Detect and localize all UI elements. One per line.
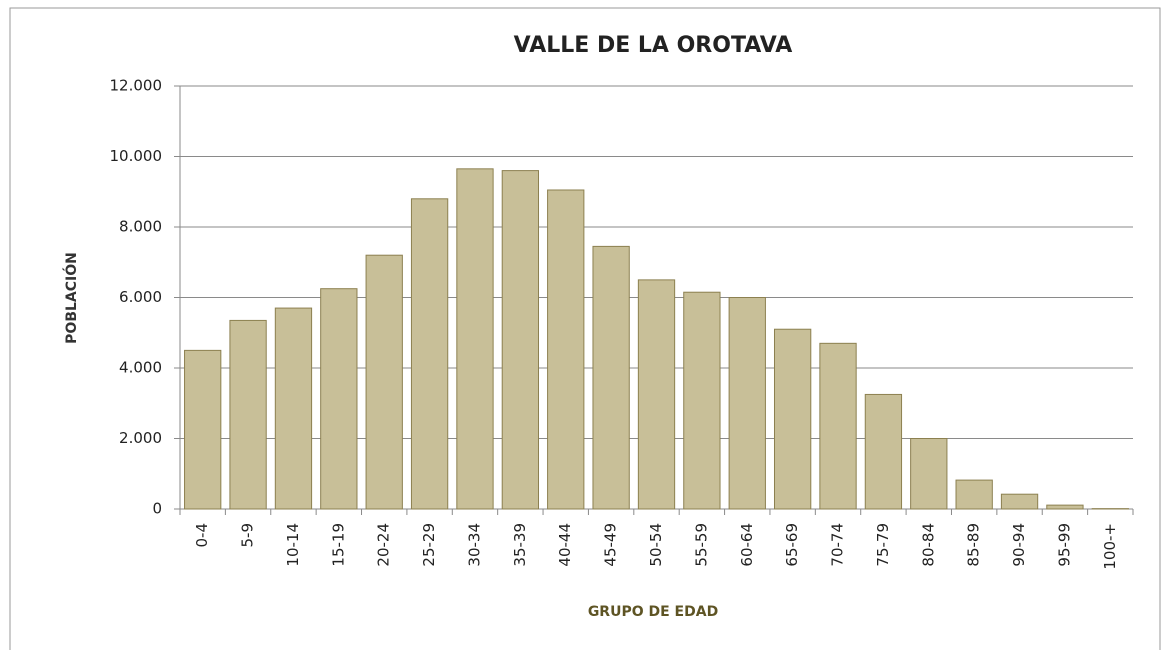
x-tick-label: 45-49 <box>602 523 620 567</box>
y-tick-label: 12.000 <box>110 77 163 95</box>
y-tick-label: 8.000 <box>119 218 162 236</box>
bar <box>321 289 357 509</box>
x-tick-label: 0-4 <box>193 523 211 548</box>
bar <box>865 394 901 509</box>
x-tick-label: 30-34 <box>465 523 483 567</box>
bar <box>185 350 221 509</box>
bar <box>548 190 584 509</box>
bar <box>230 320 266 509</box>
bar <box>275 308 311 509</box>
x-tick-label: 10-14 <box>284 523 302 567</box>
y-tick-label: 0 <box>152 500 162 518</box>
bar <box>411 199 447 509</box>
x-tick-label: 50-54 <box>647 523 665 567</box>
x-tick-label: 90-94 <box>1010 523 1028 567</box>
x-tick-label: 80-84 <box>919 523 937 567</box>
x-tick-label: 35-39 <box>511 523 529 567</box>
y-tick-label: 6.000 <box>119 288 162 306</box>
chart-title: VALLE DE LA OROTAVA <box>514 33 793 58</box>
x-tick-label: 100-+ <box>1101 523 1119 570</box>
bar <box>593 246 629 509</box>
x-tick-label: 70-74 <box>829 523 847 567</box>
x-tick-label: 85-89 <box>965 523 983 567</box>
y-axis-title: POBLACIÓN <box>62 252 80 344</box>
bar <box>638 280 674 509</box>
x-tick-label: 65-69 <box>783 523 801 567</box>
bar <box>729 298 765 510</box>
bar <box>911 439 947 510</box>
x-tick-label: 5-9 <box>239 523 257 548</box>
x-tick-label: 20-24 <box>375 523 393 567</box>
x-tick-label: 60-64 <box>738 523 756 567</box>
bar <box>684 292 720 509</box>
x-tick-label: 25-29 <box>420 523 438 567</box>
y-tick-label: 4.000 <box>119 359 162 377</box>
x-tick-label: 75-79 <box>874 523 892 567</box>
bar <box>774 329 810 509</box>
bar <box>1001 494 1037 509</box>
y-tick-label: 2.000 <box>119 429 162 447</box>
bar <box>1047 505 1083 509</box>
x-tick-label: 15-19 <box>329 523 347 567</box>
chart-border <box>10 8 1160 650</box>
bar <box>366 255 402 509</box>
bar <box>820 343 856 509</box>
bar <box>457 169 493 509</box>
x-tick-label: 55-59 <box>692 523 710 567</box>
x-axis-title: GRUPO DE EDAD <box>588 604 718 620</box>
x-tick-label: 40-44 <box>556 523 574 567</box>
bar <box>502 171 538 509</box>
x-tick-label: 95-99 <box>1055 523 1073 567</box>
bar <box>956 480 992 509</box>
y-tick-label: 10.000 <box>110 147 163 165</box>
